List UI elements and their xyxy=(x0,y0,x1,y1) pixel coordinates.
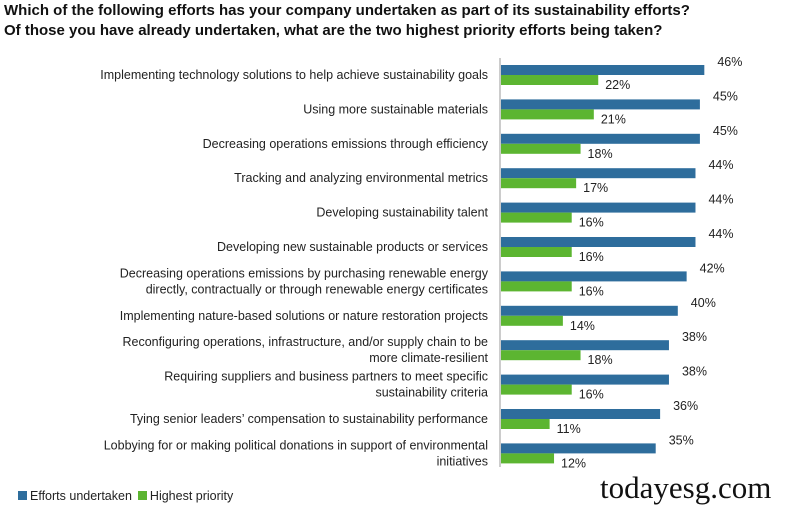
bar-highest-priority xyxy=(501,109,594,120)
category-label: Using more sustainable materials xyxy=(303,102,488,116)
category-label: Requiring suppliers and business partner… xyxy=(164,370,488,384)
legend-item-efforts: Efforts undertaken xyxy=(18,489,132,503)
data-label: 17% xyxy=(583,181,608,195)
legend: Efforts undertaken Highest priority xyxy=(18,489,233,503)
data-label: 36% xyxy=(673,399,698,413)
data-label: 22% xyxy=(605,78,630,92)
bar-highest-priority xyxy=(501,212,572,223)
bar-efforts-undertaken xyxy=(501,65,705,75)
category-label: Implementing technology solutions to hel… xyxy=(100,68,488,82)
data-label: 14% xyxy=(570,319,595,333)
legend-swatch-efforts xyxy=(18,491,27,500)
title-line-2: Of those you have already undertaken, wh… xyxy=(4,22,663,39)
title-line-1: Which of the following efforts has your … xyxy=(4,2,690,19)
category-label: sustainability criteria xyxy=(375,386,488,400)
category-label: Decreasing operations emissions by purch… xyxy=(120,266,489,280)
bar-efforts-undertaken xyxy=(501,133,700,144)
category-label: Implementing nature-based solutions or n… xyxy=(120,309,488,323)
bar-highest-priority xyxy=(501,247,572,257)
bar-highest-priority xyxy=(501,419,550,429)
legend-label-priority: Highest priority xyxy=(149,489,234,503)
data-label: 12% xyxy=(561,456,586,470)
category-label: directly, contractually or through renew… xyxy=(146,282,488,296)
legend-item-priority: Highest priority xyxy=(137,489,234,503)
legend-swatch-priority xyxy=(137,491,147,500)
data-label: 42% xyxy=(700,261,725,275)
data-label: 45% xyxy=(713,124,738,138)
data-label: 44% xyxy=(708,193,733,207)
bar-highest-priority xyxy=(501,315,563,326)
category-label: Decreasing operations emissions through … xyxy=(203,137,489,151)
bar-highest-priority xyxy=(501,384,572,395)
bar-efforts-undertaken xyxy=(501,374,669,385)
data-label: 16% xyxy=(579,284,604,298)
bar-efforts-undertaken xyxy=(501,340,669,351)
category-label: initiatives xyxy=(437,454,488,468)
legend-label-efforts: Efforts undertaken xyxy=(30,489,132,503)
category-label: Lobbying for or making political donatio… xyxy=(104,438,488,452)
data-label: 40% xyxy=(691,296,716,310)
bar-efforts-undertaken xyxy=(501,305,678,316)
data-label: 44% xyxy=(708,158,733,172)
bar-efforts-undertaken xyxy=(501,443,656,454)
data-label: 18% xyxy=(588,353,613,367)
data-label: 16% xyxy=(579,216,604,230)
data-label: 18% xyxy=(588,147,613,161)
category-label: Reconfiguring operations, infrastructure… xyxy=(123,335,489,349)
data-label: 16% xyxy=(579,388,604,402)
bar-highest-priority xyxy=(501,453,555,464)
bar-efforts-undertaken xyxy=(501,409,661,419)
category-label: Developing new sustainable products or s… xyxy=(217,240,488,254)
data-label: 44% xyxy=(708,227,733,241)
data-label: 21% xyxy=(601,112,626,126)
bar-efforts-undertaken xyxy=(501,237,696,247)
bar-highest-priority xyxy=(501,75,599,85)
watermark: todayesg.com xyxy=(600,470,772,505)
data-label: 35% xyxy=(669,433,694,447)
data-label: 38% xyxy=(682,365,707,379)
bar-efforts-undertaken xyxy=(501,271,687,282)
bar-efforts-undertaken xyxy=(501,168,696,179)
chart-title: Which of the following efforts has your … xyxy=(4,1,804,41)
data-label: 11% xyxy=(557,422,581,436)
bar-efforts-undertaken xyxy=(501,99,700,110)
bar-highest-priority xyxy=(501,143,581,154)
data-label: 16% xyxy=(579,250,604,264)
bar-highest-priority xyxy=(501,350,581,361)
category-label: more climate-resilient xyxy=(369,351,488,365)
data-label: 46% xyxy=(717,55,742,69)
data-label: 45% xyxy=(713,89,738,103)
category-label: Tying senior leaders’ compensation to su… xyxy=(130,412,488,426)
bar-highest-priority xyxy=(501,178,577,189)
bar-efforts-undertaken xyxy=(501,202,696,213)
bar-highest-priority xyxy=(501,281,572,292)
category-label: Developing sustainability talent xyxy=(316,206,488,220)
category-label: Tracking and analyzing environmental met… xyxy=(234,171,488,185)
data-label: 38% xyxy=(682,330,707,344)
